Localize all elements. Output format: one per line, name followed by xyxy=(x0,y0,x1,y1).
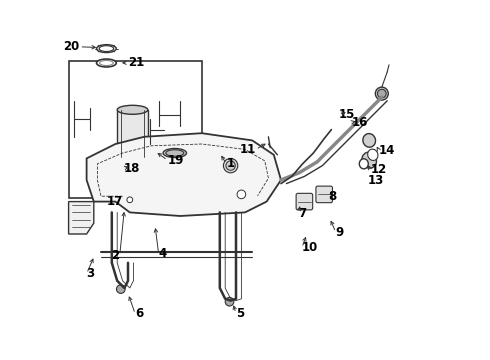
Ellipse shape xyxy=(97,59,116,67)
Circle shape xyxy=(226,161,235,170)
Text: 16: 16 xyxy=(351,116,368,129)
PathPatch shape xyxy=(69,202,94,234)
Circle shape xyxy=(118,160,123,166)
Circle shape xyxy=(225,297,234,306)
Text: 19: 19 xyxy=(168,154,184,167)
Circle shape xyxy=(118,167,123,172)
Ellipse shape xyxy=(359,159,368,169)
Ellipse shape xyxy=(117,105,148,114)
Circle shape xyxy=(237,190,245,199)
Text: 18: 18 xyxy=(123,162,140,175)
Ellipse shape xyxy=(368,149,378,161)
Ellipse shape xyxy=(97,45,116,53)
Text: 6: 6 xyxy=(135,307,144,320)
FancyBboxPatch shape xyxy=(69,61,202,198)
Text: 13: 13 xyxy=(368,174,384,187)
Text: 11: 11 xyxy=(240,143,256,156)
Circle shape xyxy=(133,167,138,172)
Text: 21: 21 xyxy=(128,56,144,69)
Text: 12: 12 xyxy=(370,163,387,176)
Text: 9: 9 xyxy=(336,226,344,239)
Ellipse shape xyxy=(99,60,113,66)
Text: 20: 20 xyxy=(63,40,79,53)
Text: 5: 5 xyxy=(236,307,244,320)
FancyBboxPatch shape xyxy=(117,110,148,157)
FancyBboxPatch shape xyxy=(316,186,333,203)
Text: 7: 7 xyxy=(298,207,306,220)
Text: 3: 3 xyxy=(87,267,95,280)
FancyBboxPatch shape xyxy=(126,160,139,178)
Circle shape xyxy=(375,87,388,100)
Ellipse shape xyxy=(166,150,184,156)
Ellipse shape xyxy=(99,46,114,51)
Circle shape xyxy=(377,89,386,98)
Text: 14: 14 xyxy=(379,144,395,157)
Circle shape xyxy=(127,197,133,203)
FancyBboxPatch shape xyxy=(296,193,313,210)
Ellipse shape xyxy=(363,134,375,147)
Ellipse shape xyxy=(163,149,187,158)
Ellipse shape xyxy=(126,158,139,163)
Text: 15: 15 xyxy=(339,108,355,121)
Circle shape xyxy=(223,158,238,173)
Ellipse shape xyxy=(362,152,376,168)
Text: 10: 10 xyxy=(302,241,318,254)
Circle shape xyxy=(117,285,125,293)
Text: 17: 17 xyxy=(106,195,122,208)
Text: 8: 8 xyxy=(328,190,336,203)
Text: 1: 1 xyxy=(226,157,234,170)
Text: 2: 2 xyxy=(112,249,120,262)
Circle shape xyxy=(132,160,138,166)
Text: 4: 4 xyxy=(159,247,167,260)
PathPatch shape xyxy=(87,133,281,216)
